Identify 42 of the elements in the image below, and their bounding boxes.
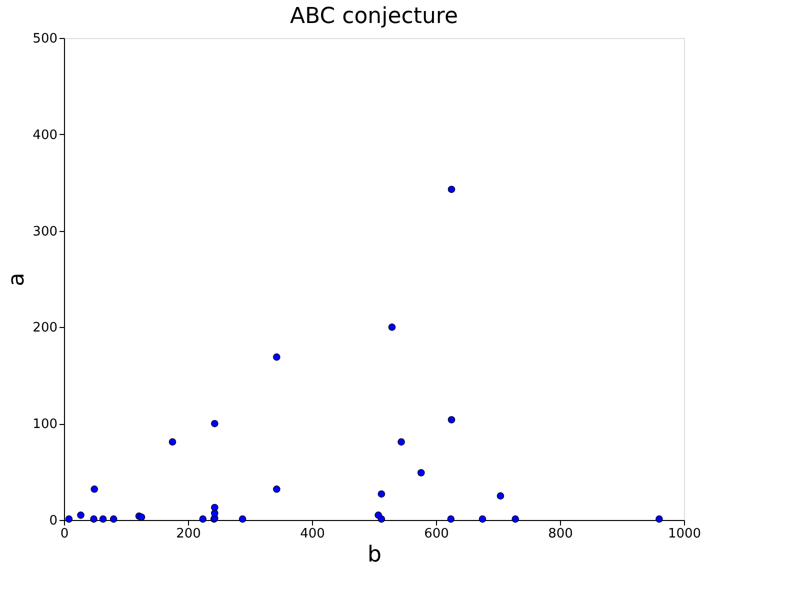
point [138,513,146,521]
point [211,504,218,512]
point [512,515,520,523]
x-tick-label: 200 [176,526,201,542]
point [65,515,73,523]
point [273,353,280,361]
point [238,515,246,523]
y-tick-label: 200 [32,320,58,336]
y-tick-label: 400 [32,128,58,143]
point [273,486,280,493]
point [447,515,455,523]
point [417,469,425,476]
x-tick-label: 0 [60,526,69,542]
point [388,324,396,331]
point [448,416,456,424]
x-tick-label: 1000 [668,526,702,542]
point [110,515,118,523]
x-tick-label: 400 [300,526,325,542]
y-tick-label: 100 [32,417,58,432]
point [496,492,504,500]
x-tick-label: 600 [424,526,449,542]
point [199,515,207,523]
point [378,490,386,498]
point [656,515,663,523]
point [448,186,456,193]
y-tick-label: 300 [32,224,58,240]
x-axis-title: b [368,542,382,568]
point [99,515,107,523]
y-tick-label: 0 [49,514,58,528]
point [211,510,218,517]
point [398,438,405,446]
point [90,515,98,523]
point [90,486,98,493]
point [478,515,486,523]
point [168,438,176,446]
point [378,515,386,523]
y-tick-label: 500 [32,32,58,46]
y-axis-title: a [4,272,30,286]
chart-title: ABC conjecture [290,4,458,29]
point [211,420,218,428]
x-tick-label: 800 [548,526,573,542]
point [77,512,84,519]
